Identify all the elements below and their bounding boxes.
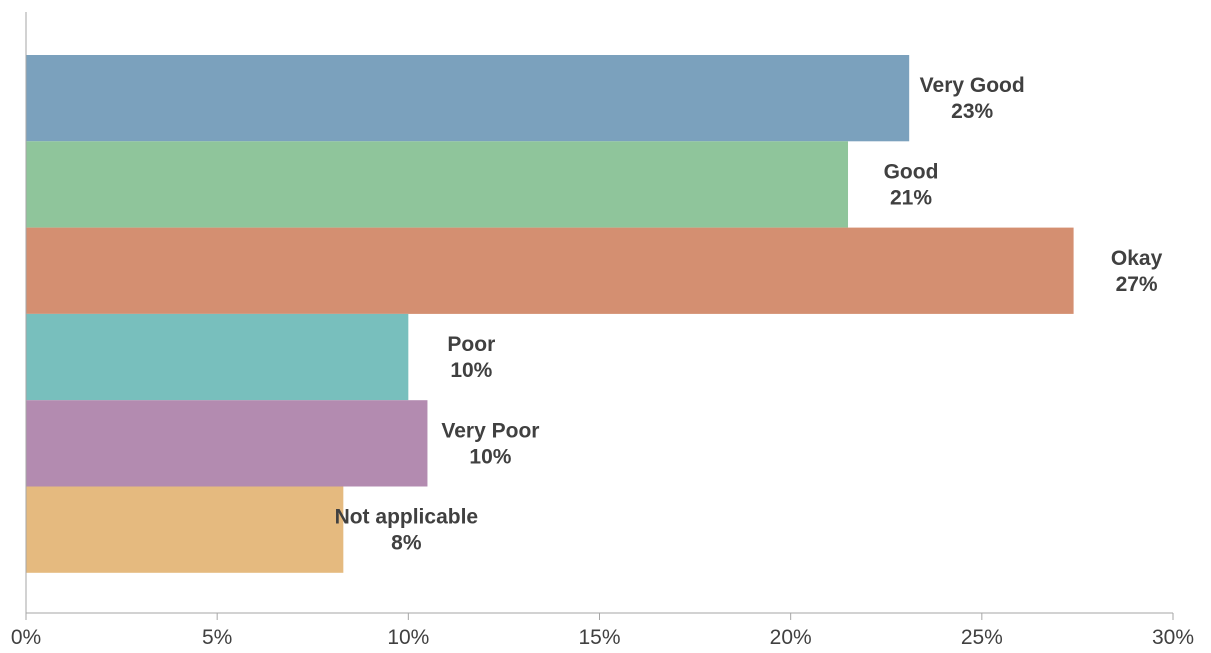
axis-layer: 0% 5% 10% 15% 20% 25% 30%: [11, 12, 1194, 649]
bar-good: [26, 141, 849, 228]
bar-value-label: 27%: [1116, 273, 1158, 296]
bar-category-label: Very Poor: [441, 419, 539, 442]
x-tick-label: 10%: [387, 626, 429, 648]
x-tick-label: 15%: [578, 626, 620, 648]
bar-value-label: 10%: [450, 359, 492, 382]
bars-layer: [26, 55, 1074, 573]
bar-value-label: 8%: [391, 532, 422, 555]
bar-okay: [26, 227, 1074, 314]
bar-category-label: Okay: [1111, 247, 1163, 270]
x-tick-label: 20%: [770, 626, 812, 648]
bar-poor: [26, 313, 409, 401]
bar-category-label: Not applicable: [335, 506, 479, 529]
bar-very-poor: [26, 400, 428, 487]
labels-layer: Very Good 23% Good 21% Okay 27% Poor 10% Very Po…: [335, 74, 1163, 555]
x-tick-label: 30%: [1152, 626, 1194, 648]
x-tick-label: 0%: [11, 626, 41, 648]
bar-value-label: 10%: [469, 445, 511, 468]
x-tick-label: 5%: [202, 626, 232, 648]
bar-category-label: Good: [884, 160, 939, 183]
bar-category-label: Poor: [447, 333, 495, 356]
bar-very-good: [26, 55, 910, 142]
bar-not-applicable: [26, 486, 344, 573]
bar-value-label: 21%: [890, 186, 932, 209]
bar-category-label: Very Good: [920, 74, 1025, 97]
x-tick-label: 25%: [961, 626, 1003, 648]
bar-value-label: 23%: [951, 100, 993, 123]
